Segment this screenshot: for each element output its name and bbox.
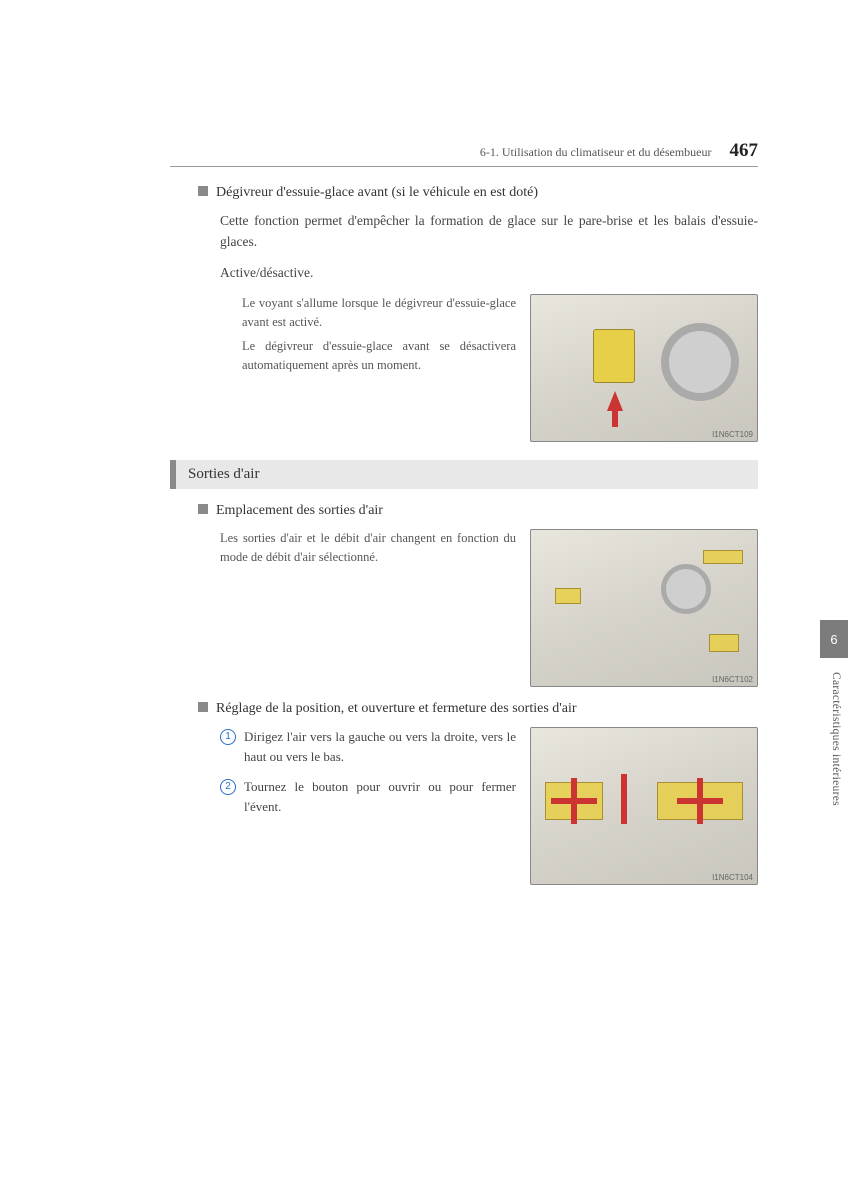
cross-arrows-icon	[677, 778, 723, 824]
section-band: Sorties d'air	[170, 460, 758, 489]
header-section: 6-1. Utilisation du climatiseur et du dé…	[480, 145, 712, 160]
sec1-heading: Dégivreur d'essuie-glace avant (si le vé…	[198, 185, 758, 201]
sec1-toggle: Active/désactive.	[220, 263, 758, 284]
section-band-label: Sorties d'air	[188, 466, 259, 482]
sec2-sub2-title: Réglage de la position, et ouverture et …	[216, 701, 577, 716]
sec1-note2: Le dégivreur d'essuie-glace avant se dés…	[242, 337, 516, 376]
step-1: 1 Dirigez l'air vers la gauche ou vers l…	[220, 727, 516, 767]
step-2-text: Tournez le bouton pour ouvrir ou pour fe…	[244, 777, 516, 817]
sec1-note1: Le voyant s'allume lorsque le dégivreur …	[242, 294, 516, 333]
square-bullet-icon	[198, 186, 208, 196]
step-2-badge: 2	[220, 779, 236, 795]
img-code-2: I1N6CT102	[712, 675, 753, 684]
step-1-text: Dirigez l'air vers la gauche ou vers la …	[244, 727, 516, 767]
up-arrow-icon	[607, 391, 623, 411]
img-code-1: I1N6CT109	[712, 430, 753, 439]
page-header: 6-1. Utilisation du climatiseur et du dé…	[170, 140, 758, 167]
square-bullet-icon	[198, 702, 208, 712]
sec1-illustration: I1N6CT109	[530, 294, 758, 442]
chapter-tab-number: 6	[830, 632, 837, 647]
deicer-button-highlight	[593, 329, 635, 383]
vent-highlight	[703, 550, 743, 564]
vertical-arrow-icon	[621, 774, 627, 824]
square-bullet-icon	[198, 504, 208, 514]
sec2-steps: 1 Dirigez l'air vers la gauche ou vers l…	[220, 727, 516, 828]
sec2-sub2-heading: Réglage de la position, et ouverture et …	[198, 701, 758, 717]
steering-wheel-icon	[661, 323, 739, 401]
steering-wheel-icon	[661, 564, 711, 614]
page-number: 467	[730, 140, 759, 162]
chapter-tab: 6	[820, 620, 848, 658]
sec1-notes: Le voyant s'allume lorsque le dégivreur …	[242, 294, 516, 376]
sec1-intro: Cette fonction permet d'empêcher la form…	[220, 211, 758, 253]
step-2: 2 Tournez le bouton pour ouvrir ou pour …	[220, 777, 516, 817]
chapter-side-label: Caractéristiques intérieures	[830, 672, 842, 806]
sec2-sub1-illustration: I1N6CT102	[530, 529, 758, 687]
img-code-3: I1N6CT104	[712, 873, 753, 882]
step-1-badge: 1	[220, 729, 236, 745]
sec2-sub1-text: Les sorties d'air et le débit d'air chan…	[220, 529, 516, 568]
sec2-sub1-heading: Emplacement des sorties d'air	[198, 503, 758, 519]
cross-arrows-icon	[551, 778, 597, 824]
sec2-sub1-title: Emplacement des sorties d'air	[216, 503, 383, 518]
vent-highlight	[555, 588, 581, 604]
sec2-sub2-illustration: I1N6CT104	[530, 727, 758, 885]
vent-highlight	[709, 634, 739, 652]
sec1-title: Dégivreur d'essuie-glace avant (si le vé…	[216, 185, 538, 200]
